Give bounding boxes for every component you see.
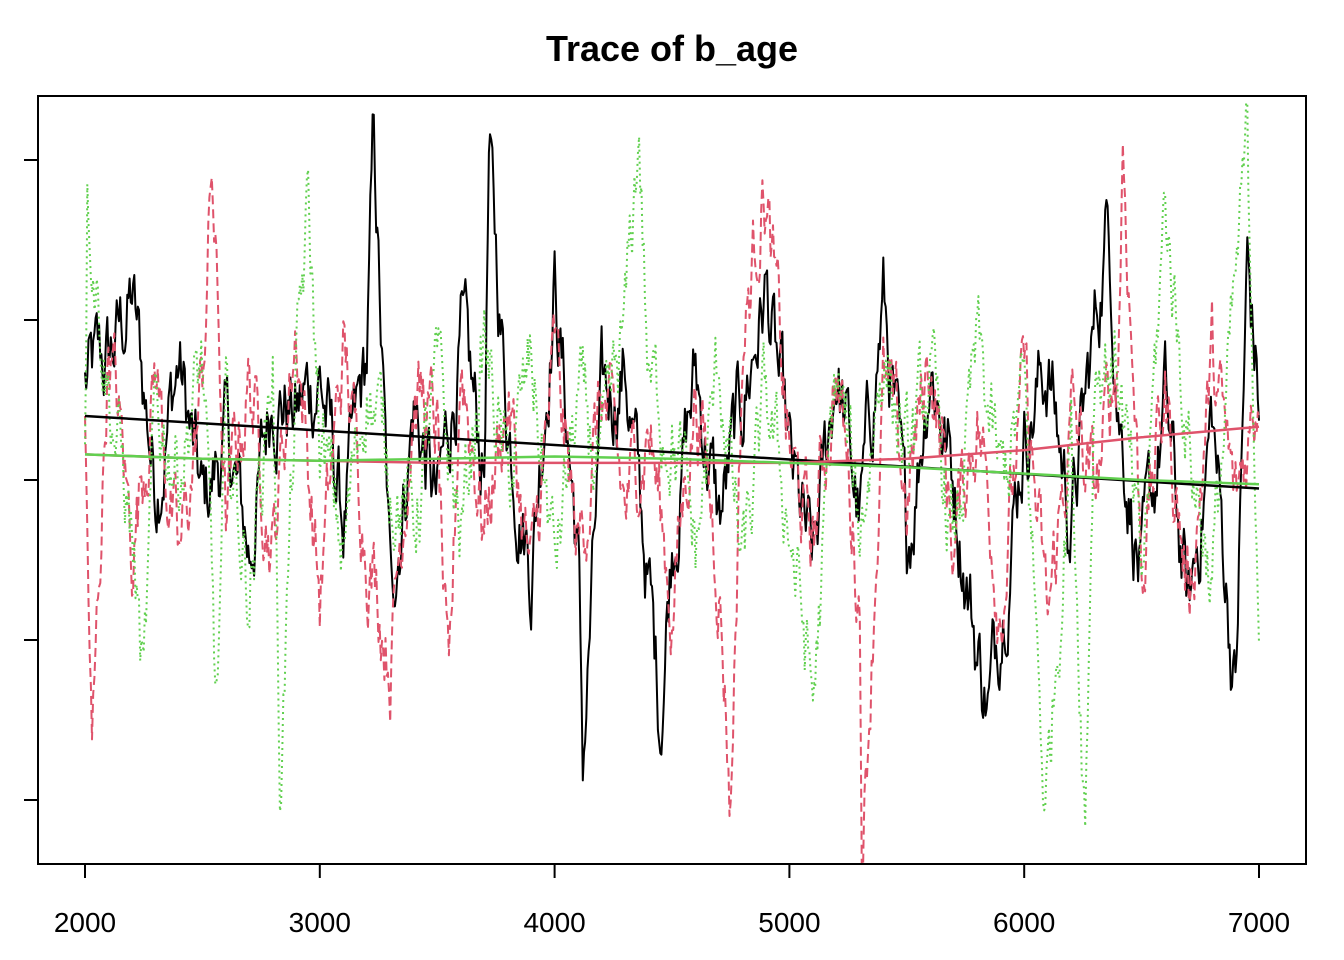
- x-axis: 2000 3000 4000 5000 6000 7000: [54, 863, 1290, 938]
- x-tick-label: 2000: [54, 907, 116, 938]
- series-layer: [84, 101, 1260, 864]
- chain-1-trace: [84, 113, 1260, 782]
- x-tick-label: 7000: [1228, 907, 1290, 938]
- y-axis: [24, 159, 39, 801]
- chart-title: Trace of b_age: [546, 28, 798, 69]
- x-tick-label: 3000: [289, 907, 351, 938]
- chain-2-trace: [84, 143, 1260, 864]
- chain-3-smooth-line: [84, 453, 1260, 486]
- chain-3-trace: [84, 101, 1260, 828]
- trend-layer: [84, 414, 1260, 490]
- x-tick-label: 5000: [758, 907, 820, 938]
- x-tick-label: 6000: [993, 907, 1055, 938]
- x-tick-label: 4000: [523, 907, 585, 938]
